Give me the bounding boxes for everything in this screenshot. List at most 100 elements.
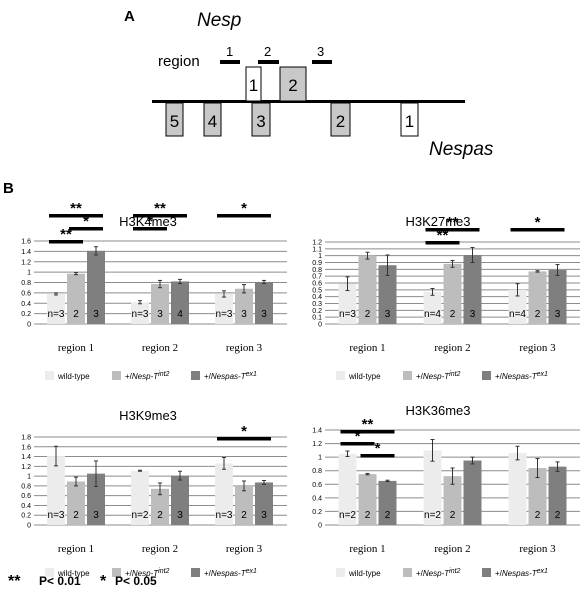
- legend-label: +/Nesp-Tint2: [125, 568, 170, 579]
- y-tick-label: 1.8: [21, 435, 31, 442]
- chart-title: H3K27me3: [405, 214, 470, 229]
- bar-nespas: [171, 475, 189, 525]
- y-tick-label: 1.6: [21, 444, 31, 451]
- y-tick-label: 0.8: [21, 483, 31, 490]
- bar-nesp: [67, 481, 85, 525]
- legend-swatch: [191, 371, 200, 380]
- significance-mark: *: [535, 214, 541, 231]
- bar-wildtype: [215, 293, 233, 324]
- n-label: n=3: [132, 309, 149, 320]
- category-label: region 3: [226, 342, 263, 354]
- y-tick-label: 1: [318, 253, 322, 260]
- bar-wildtype: [508, 289, 527, 324]
- gene-axis-line: [152, 100, 465, 103]
- region-label: region: [158, 53, 200, 70]
- n-label: n=4: [424, 309, 441, 320]
- bar-nesp: [528, 468, 547, 525]
- significance-bar: [217, 437, 271, 441]
- y-tick-label: 1.4: [21, 249, 31, 256]
- significance-single-text: P< 0.05: [115, 574, 157, 588]
- legend-swatch: [112, 371, 121, 380]
- legend-label: +/Nesp-Tint2: [125, 371, 170, 382]
- legend-swatch: [336, 568, 345, 577]
- y-tick-label: 0.6: [21, 290, 31, 297]
- bar-nesp: [235, 288, 253, 324]
- chart-h3k36me3: H3K36me3 0 0.2 0.4 0.6 0.8 1 1.2 1.4 n=2 2 2 region …: [312, 403, 580, 578]
- category-label: region 2: [434, 342, 470, 354]
- legend-swatch: [191, 568, 200, 577]
- significance-bar: [340, 442, 375, 446]
- category-label: region 1: [349, 543, 385, 555]
- category-label: region 2: [434, 543, 470, 555]
- bar-nesp: [443, 263, 462, 324]
- n-label: 2: [241, 510, 247, 521]
- n-label: 3: [93, 510, 99, 521]
- y-tick-label: 0.2: [21, 311, 31, 318]
- chart-title: H3K9me3: [119, 408, 177, 423]
- bar-wildtype: [508, 453, 527, 525]
- bar-nespas: [378, 265, 397, 324]
- nespas-exon-2: 2: [330, 102, 351, 137]
- y-tick-label: 0.4: [21, 301, 31, 308]
- significance-mark: *: [83, 213, 89, 230]
- significance-bar: [133, 214, 187, 218]
- significance-bar: [49, 214, 103, 218]
- bar-wildtype: [423, 291, 442, 324]
- bar-nespas: [255, 482, 273, 525]
- bar-wildtype: [131, 470, 149, 525]
- significance-bar: [133, 227, 167, 231]
- category-label: region 2: [142, 342, 178, 354]
- bar-nesp: [358, 255, 377, 324]
- y-tick-label: 1.2: [21, 259, 31, 266]
- bar-wildtype: [47, 456, 65, 525]
- y-tick-label: 0: [27, 322, 31, 329]
- n-label: 2: [73, 510, 79, 521]
- n-label: n=3: [48, 510, 65, 521]
- n-label: 2: [450, 309, 456, 320]
- bar-nespas: [87, 473, 105, 525]
- bar-nespas: [463, 460, 482, 525]
- nespas-exon-4: 4: [203, 102, 222, 137]
- significance-single-star: *: [100, 573, 107, 590]
- y-tick-label: 0.5: [312, 287, 322, 294]
- n-label: n=3: [216, 309, 233, 320]
- region-marker-1: 1: [220, 44, 240, 64]
- y-tick-label: 0.1: [312, 315, 322, 322]
- significance-bar: [425, 241, 460, 245]
- nesp-exon-1: 1: [245, 66, 262, 102]
- bar-nespas: [548, 466, 567, 525]
- legend-swatch: [45, 568, 54, 577]
- n-label: 3: [385, 309, 391, 320]
- significance-mark: *: [147, 213, 153, 230]
- n-label: n=3: [216, 510, 233, 521]
- significance-bar: [217, 214, 271, 218]
- n-label: 3: [241, 309, 247, 320]
- y-tick-label: 1.4: [21, 454, 31, 461]
- category-label: region 3: [519, 342, 556, 354]
- chart-h3k9me3: H3K9me3 0 0.2 0.4 0.6 0.8 1 1.2 1.4 1.6 1.8 n=3 2 3 re…: [21, 408, 287, 578]
- y-tick-label: 0.2: [312, 308, 322, 315]
- y-tick-label: 0.7: [312, 274, 322, 281]
- category-label: region 1: [58, 342, 94, 354]
- n-label: 3: [93, 309, 99, 320]
- legend: wild-type +/Nesp-Tint2 +/Nespas-Tex1: [45, 568, 257, 579]
- bar-wildtype: [338, 283, 357, 324]
- region-marker-3-label: 3: [317, 44, 324, 59]
- significance-mark: *: [241, 423, 247, 440]
- y-tick-label: 0.4: [312, 495, 322, 502]
- bar-nesp: [443, 476, 462, 525]
- bar-wildtype: [131, 302, 149, 324]
- n-label: n=2: [424, 510, 441, 521]
- y-tick-label: 0.6: [21, 493, 31, 500]
- n-label: 2: [535, 309, 541, 320]
- nespas-exon-4-label: 4: [208, 112, 217, 131]
- y-tick-label: 0.3: [312, 301, 322, 308]
- significance-bar: [69, 227, 103, 231]
- bar-nesp: [358, 474, 377, 525]
- y-tick-label: 0.8: [21, 280, 31, 287]
- significance-bar: [425, 228, 480, 232]
- significance-mark: *: [375, 440, 381, 457]
- y-tick-label: 0.8: [312, 267, 322, 274]
- category-label: region 3: [519, 543, 556, 555]
